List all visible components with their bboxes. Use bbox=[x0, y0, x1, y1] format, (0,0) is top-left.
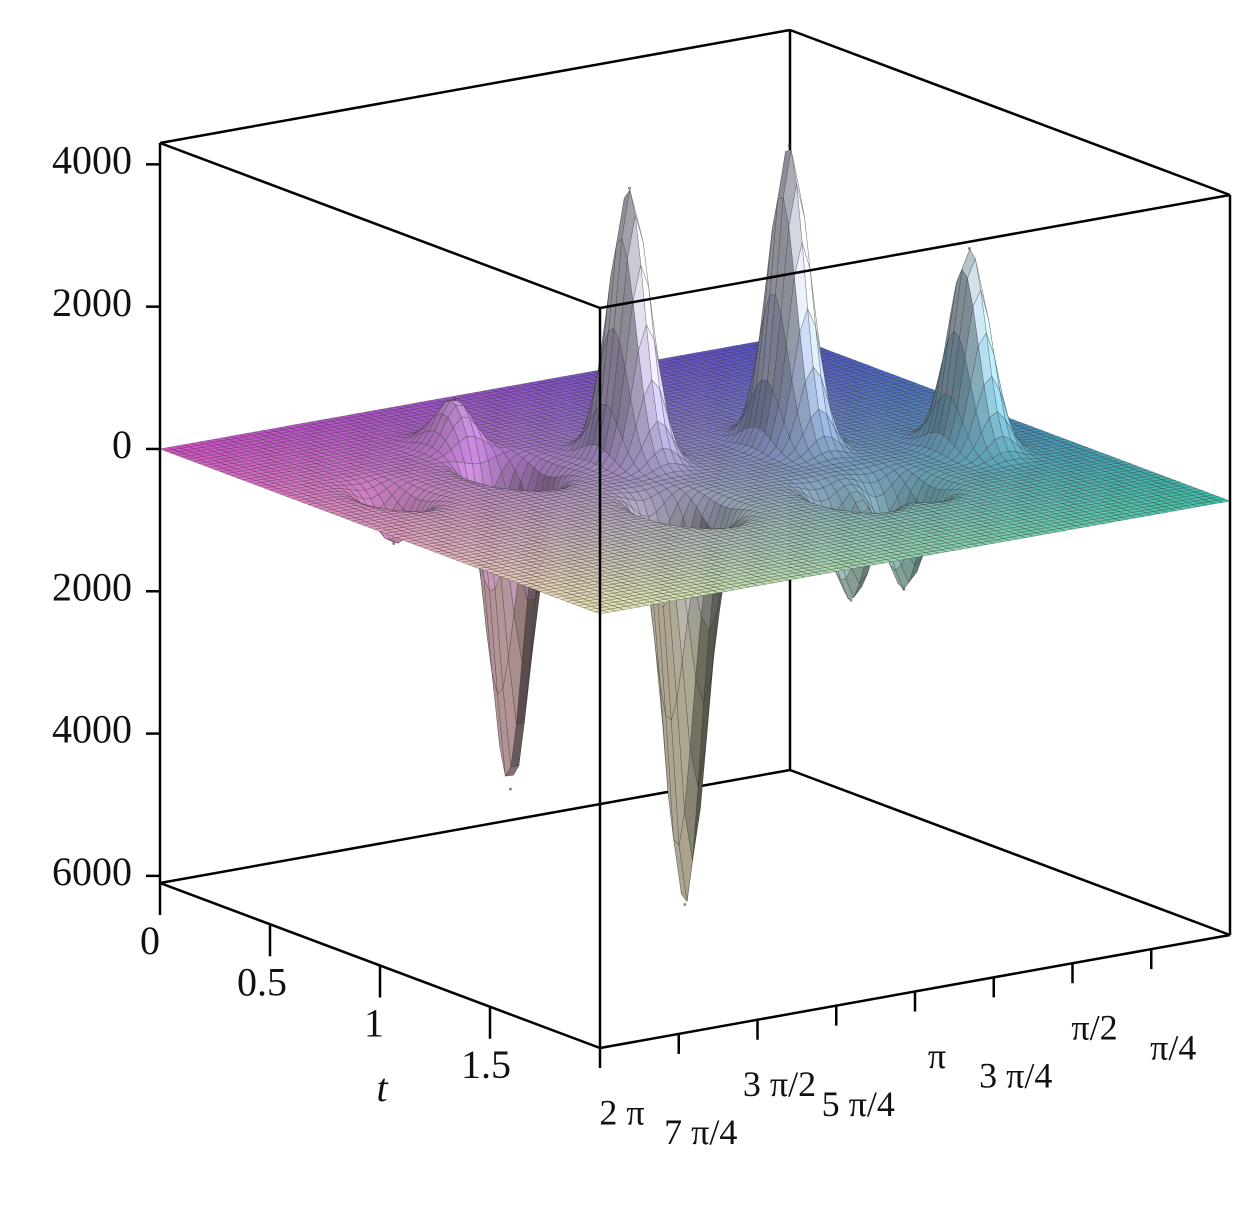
box-edge bbox=[789, 768, 1231, 937]
surface bbox=[158, 144, 1232, 907]
